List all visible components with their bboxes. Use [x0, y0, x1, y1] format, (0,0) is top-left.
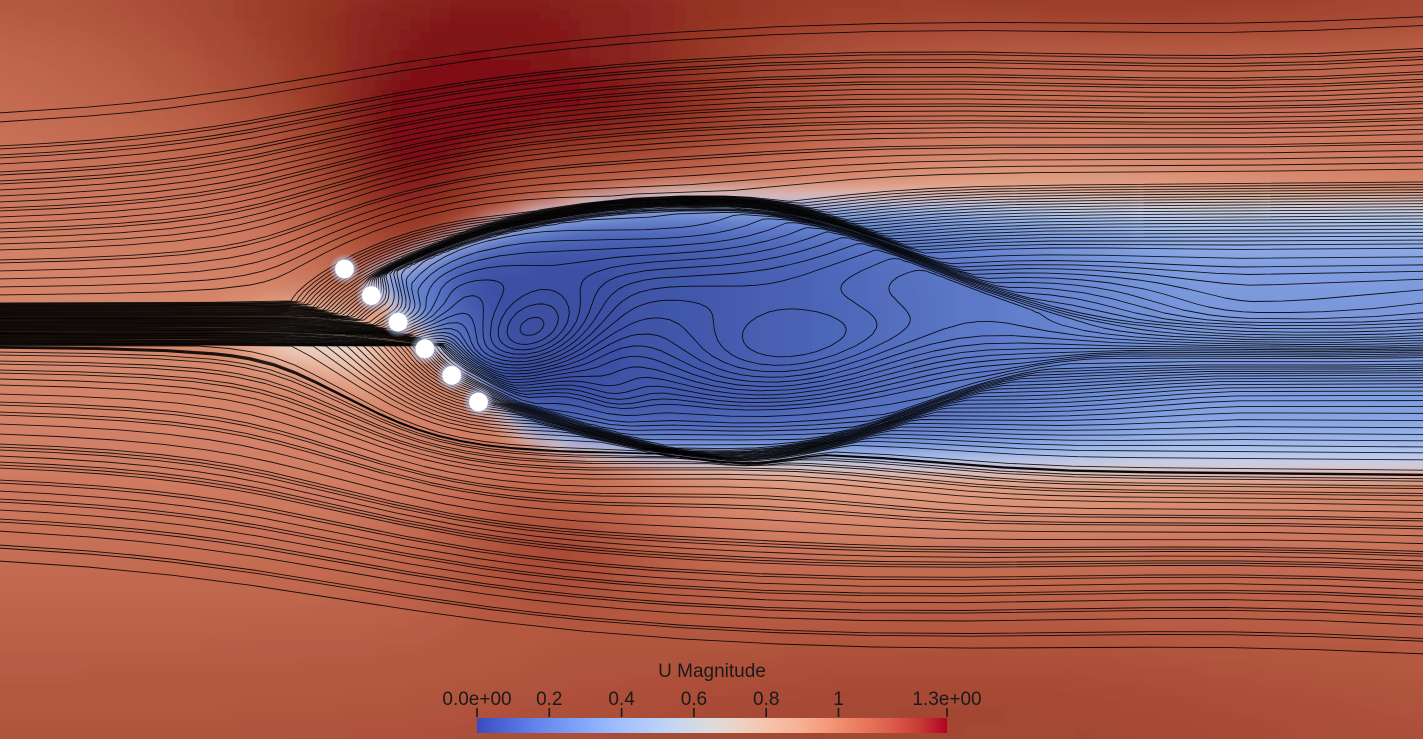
- svg-text:1: 1: [833, 689, 844, 710]
- svg-text:0.2: 0.2: [536, 689, 562, 710]
- svg-text:0.4: 0.4: [608, 689, 635, 710]
- svg-text:0.0e+00: 0.0e+00: [442, 689, 511, 710]
- svg-text:U Magnitude: U Magnitude: [658, 661, 766, 682]
- svg-text:1.3e+00: 1.3e+00: [912, 689, 981, 710]
- svg-text:0.8: 0.8: [753, 689, 779, 710]
- svg-text:0.6: 0.6: [681, 689, 707, 710]
